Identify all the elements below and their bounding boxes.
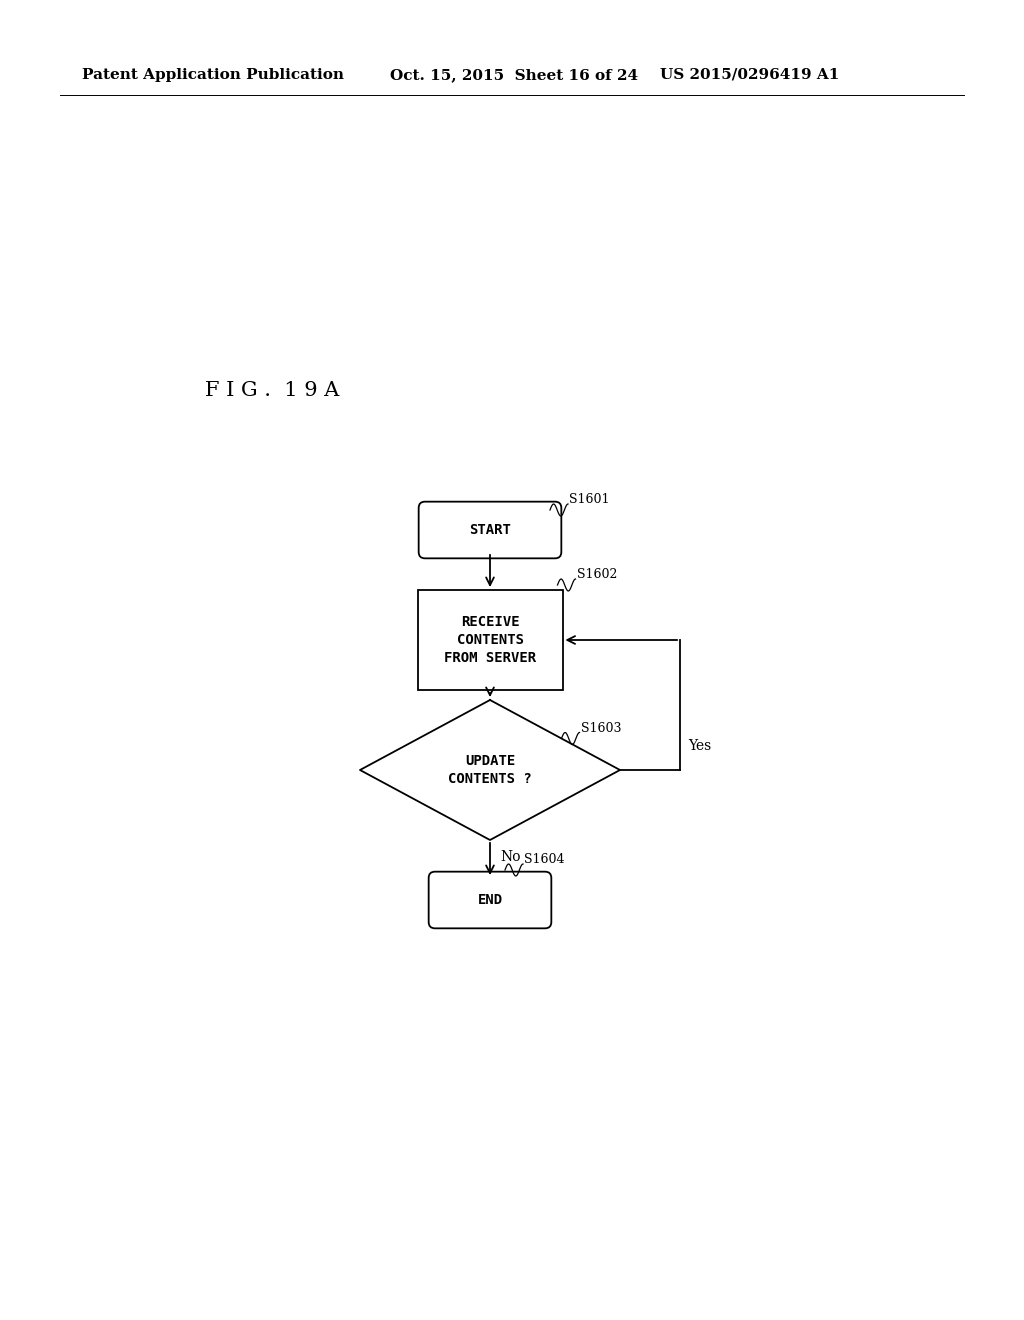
FancyBboxPatch shape (419, 502, 561, 558)
Text: US 2015/0296419 A1: US 2015/0296419 A1 (660, 69, 840, 82)
Text: S1604: S1604 (524, 853, 564, 866)
Text: END: END (477, 894, 503, 907)
Text: S1602: S1602 (577, 568, 616, 581)
Text: S1603: S1603 (581, 722, 621, 734)
Text: Yes: Yes (688, 738, 712, 752)
Bar (418, 590, 562, 690)
Text: No: No (500, 850, 520, 865)
Polygon shape (360, 700, 620, 840)
Text: UPDATE
CONTENTS ?: UPDATE CONTENTS ? (449, 754, 531, 787)
FancyBboxPatch shape (429, 871, 551, 928)
Text: Patent Application Publication: Patent Application Publication (82, 69, 344, 82)
Text: S1601: S1601 (569, 492, 609, 506)
Text: Oct. 15, 2015  Sheet 16 of 24: Oct. 15, 2015 Sheet 16 of 24 (390, 69, 638, 82)
Text: RECEIVE
CONTENTS
FROM SERVER: RECEIVE CONTENTS FROM SERVER (444, 615, 536, 665)
Text: START: START (469, 523, 511, 537)
Text: F I G .  1 9 A: F I G . 1 9 A (205, 380, 339, 400)
